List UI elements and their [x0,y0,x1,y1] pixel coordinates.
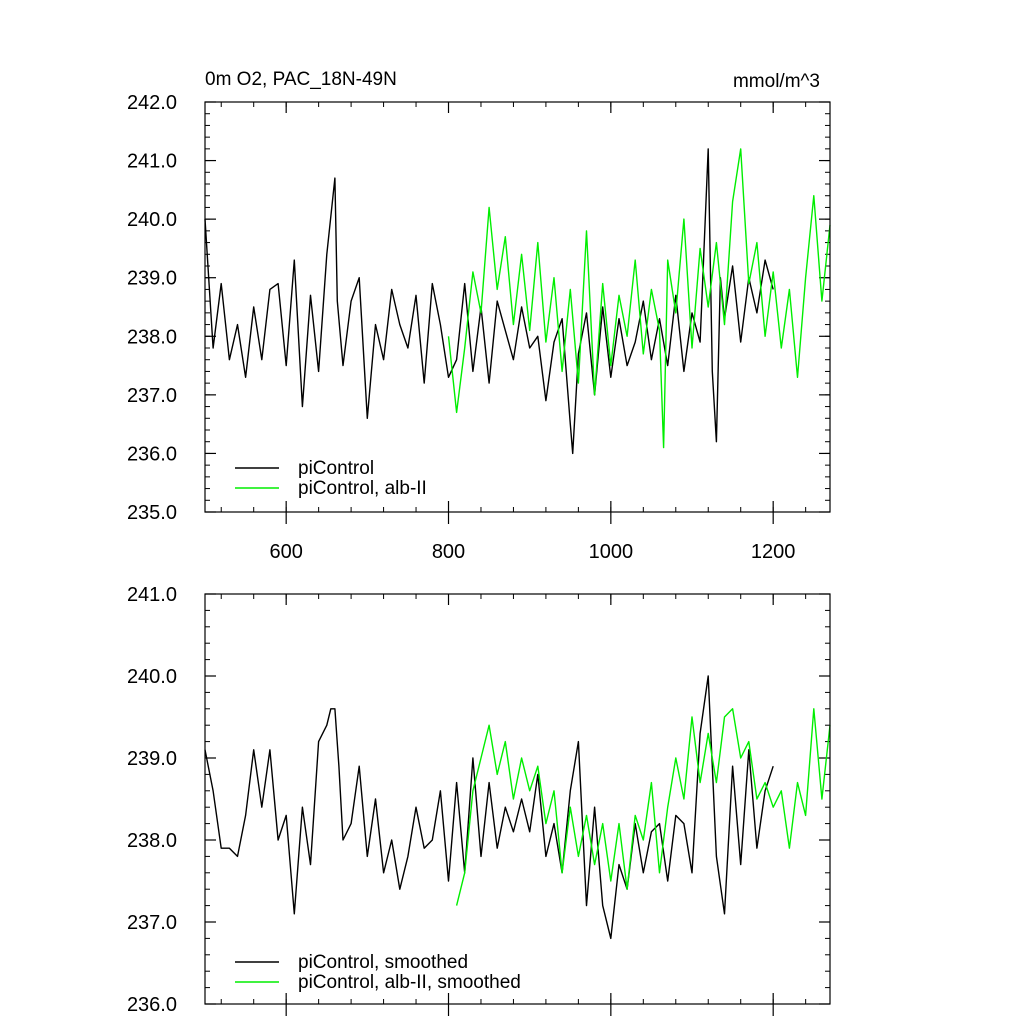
series-line-1 [447,148,831,449]
y-tick-label: 239.0 [127,268,177,290]
y-tick-label: 239.0 [127,748,177,770]
legend-label: piControl, smoothed [298,952,468,973]
series-line-0 [204,675,774,940]
y-tick-label: 236.0 [127,994,177,1016]
series-line-1 [455,708,831,906]
units-label: mmol/m^3 [733,71,820,92]
y-tick-label: 240.0 [127,666,177,688]
legend-label: piControl [298,458,374,479]
series-line-0 [204,148,774,455]
y-tick-label: 238.0 [127,326,177,348]
legend-label: piControl, alb-II [298,478,427,499]
y-tick-label: 238.0 [127,830,177,852]
x-tick-label: 600 [269,541,302,563]
x-tick-label: 800 [432,541,465,563]
y-tick-label: 241.0 [127,584,177,606]
x-tick-label: 1200 [751,541,796,563]
plot-frame [204,593,831,1005]
panel-smoothed: 236.0 237.0 238.0 239.0 240.0 241.0 piControl,… [127,584,831,1016]
y-tick-label: 235.0 [127,502,177,524]
y-tick-label: 236.0 [127,443,177,465]
panel-raw: 0m O2, PAC_18N-49N mmol/m^3 235.0 236.0 237.… [127,69,831,563]
y-tick-label: 242.0 [127,92,177,114]
legend-label: piControl, alb-II, smoothed [298,972,521,993]
chart-title: 0m O2, PAC_18N-49N [205,69,397,90]
y-tick-label: 240.0 [127,209,177,231]
y-tick-label: 237.0 [127,385,177,407]
plot-frame [204,101,831,513]
y-tick-label: 241.0 [127,151,177,173]
y-tick-label: 237.0 [127,912,177,934]
x-tick-label: 1000 [589,541,634,563]
